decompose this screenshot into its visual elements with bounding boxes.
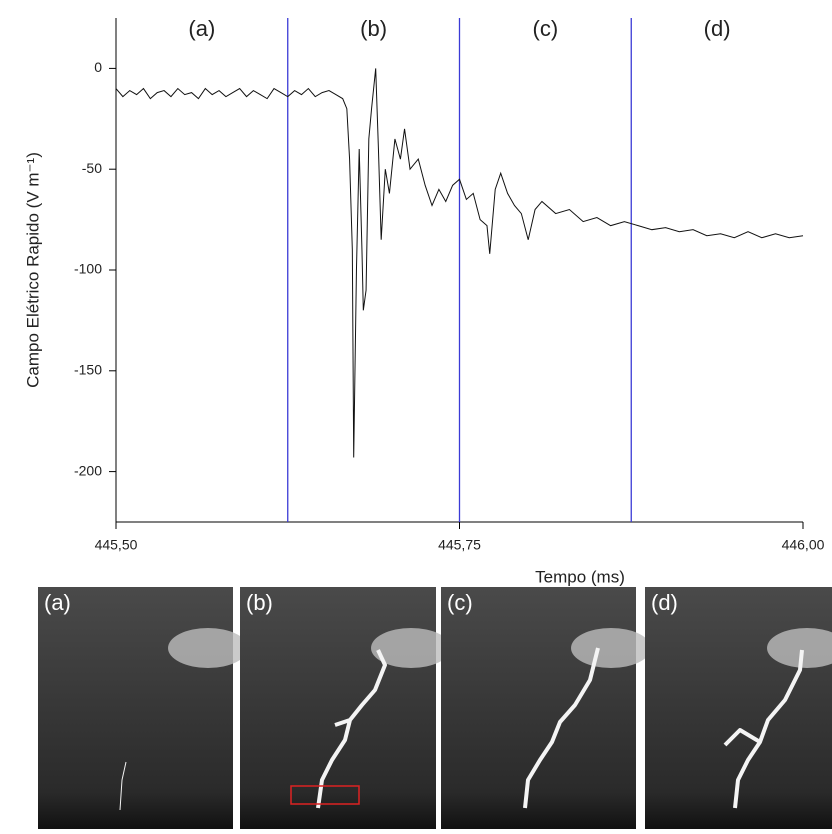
y-tick-label: -200 <box>74 462 102 478</box>
photo-cloud <box>371 628 451 668</box>
highlight-box <box>290 785 360 805</box>
photo-cloud <box>168 628 248 668</box>
region-label: (d) <box>704 16 731 41</box>
photo-label: (b) <box>246 590 273 615</box>
photo-label: (d) <box>651 590 678 615</box>
photo-lightning <box>523 647 600 809</box>
y-tick-label: 0 <box>94 59 102 75</box>
photo <box>240 587 436 829</box>
region-label: (a) <box>188 16 215 41</box>
x-tick-label: 445,75 <box>438 537 481 553</box>
photo <box>441 587 636 829</box>
photo-lightning <box>723 649 804 809</box>
signal-line <box>115 68 804 458</box>
y-tick-label: -150 <box>74 362 102 378</box>
x-axis-label: Tempo (ms) <box>535 567 625 586</box>
photo-label: (c) <box>447 590 473 615</box>
photo-cloud <box>571 628 651 668</box>
x-tick-label: 445,50 <box>95 537 138 553</box>
photo-lightning <box>119 761 127 811</box>
y-axis-label: Campo Elétrico Rapido (V m⁻¹) <box>23 152 42 388</box>
photo-lightning <box>316 649 387 809</box>
x-tick-label: 446,00 <box>782 537 825 553</box>
y-tick-label: -100 <box>74 261 102 277</box>
photo-cloud <box>767 628 832 668</box>
photo <box>38 587 233 829</box>
region-label: (c) <box>533 16 559 41</box>
photo-label: (a) <box>44 590 71 615</box>
region-label: (b) <box>360 16 387 41</box>
y-tick-label: -50 <box>82 160 102 176</box>
